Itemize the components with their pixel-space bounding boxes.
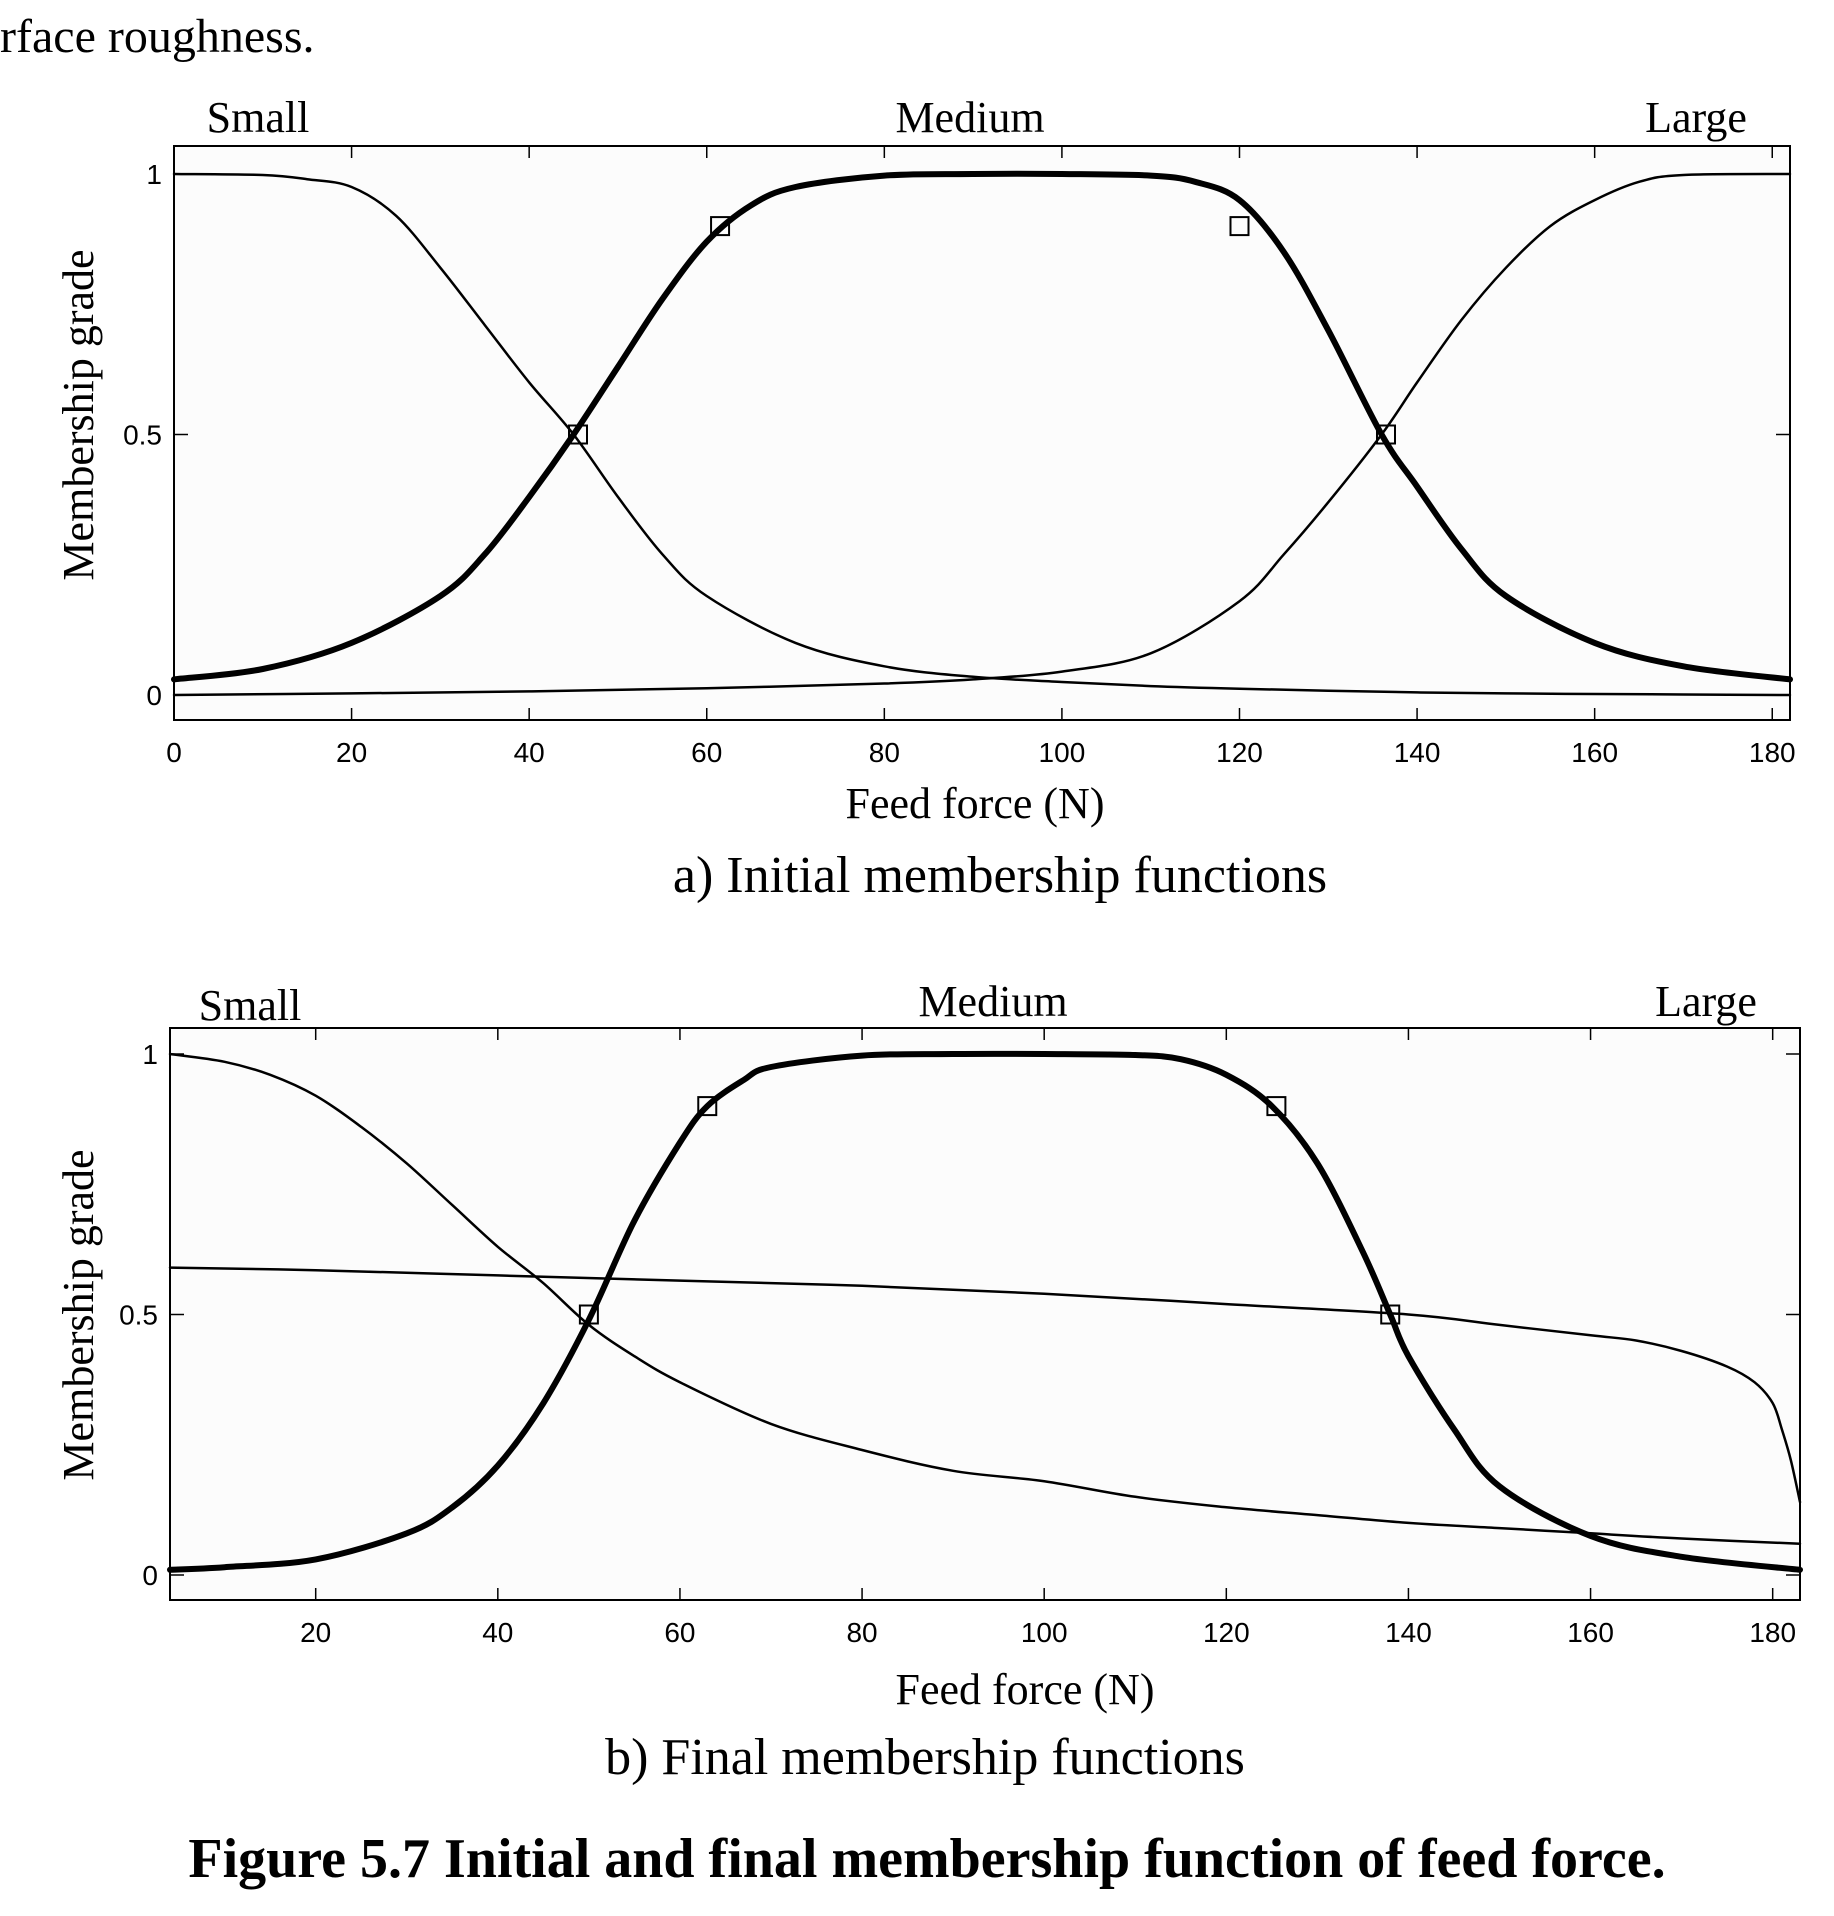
y-tick-label: 0 <box>146 680 162 711</box>
x-tick-label: 120 <box>1216 737 1263 768</box>
figure-caption: Figure 5.7 Initial and final membership … <box>188 1828 1665 1890</box>
intro-text: rface roughness. <box>0 10 315 63</box>
marker-square <box>1229 216 1250 237</box>
x-tick-label: 20 <box>336 737 367 768</box>
mf-label-medium: Medium <box>895 93 1044 142</box>
x-tick-label: 120 <box>1203 1617 1250 1648</box>
chart-final-membership: Small Medium Large Feed force (N) Member… <box>54 977 1803 1786</box>
mf-label-small: Small <box>199 981 302 1030</box>
x-tick-label: 40 <box>482 1617 513 1648</box>
marker-square <box>710 216 731 237</box>
y-tick-label: 1 <box>146 159 162 190</box>
y-axis-label: Membership grade <box>54 1149 103 1480</box>
subcaption-b: b) Final membership functions <box>605 1729 1245 1786</box>
x-tick-label: 80 <box>846 1617 877 1648</box>
marker-square <box>578 1304 599 1325</box>
x-tick-label: 60 <box>664 1617 695 1648</box>
x-tick-label: 40 <box>514 737 545 768</box>
marker-square <box>1376 424 1396 445</box>
chart-initial-membership: Small Medium Large Feed force (N) Member… <box>54 93 1796 904</box>
marker-square <box>568 424 588 445</box>
x-tick-label: 100 <box>1021 1617 1068 1648</box>
y-tick-label: 0.5 <box>119 1300 158 1331</box>
mf-label-medium: Medium <box>918 977 1067 1026</box>
x-axis-label: Feed force (N) <box>896 1665 1155 1714</box>
marker-square <box>697 1096 718 1117</box>
x-tick-label: 140 <box>1394 737 1441 768</box>
x-tick-label: 20 <box>300 1617 331 1648</box>
x-tick-label: 60 <box>691 737 722 768</box>
series-line-small <box>172 172 1792 697</box>
y-axis-label: Membership grade <box>54 249 103 580</box>
mf-label-large: Large <box>1655 977 1757 1026</box>
x-axis-label: Feed force (N) <box>846 779 1105 828</box>
x-tick-label: 0 <box>166 737 182 768</box>
x-tick-label: 100 <box>1039 737 1086 768</box>
x-tick-label: 140 <box>1385 1617 1432 1648</box>
marker-square <box>1380 1304 1401 1325</box>
subcaption-a: a) Initial membership functions <box>673 847 1327 904</box>
y-tick-label: 0.5 <box>123 420 162 451</box>
y-tick-label: 0 <box>142 1560 158 1591</box>
x-tick-label: 180 <box>1749 737 1796 768</box>
series-line-large <box>172 172 1792 697</box>
series-line-medium <box>171 170 1793 683</box>
plot-area <box>173 145 1791 721</box>
plot-area <box>169 1027 1801 1601</box>
series-line-medium <box>167 1050 1803 1573</box>
x-tick-label: 180 <box>1749 1617 1796 1648</box>
x-tick-label: 160 <box>1571 737 1618 768</box>
marker-square <box>1266 1096 1287 1117</box>
mf-label-large: Large <box>1645 93 1747 142</box>
mf-label-small: Small <box>207 93 310 142</box>
y-tick-label: 1 <box>142 1039 158 1070</box>
x-tick-label: 160 <box>1567 1617 1614 1648</box>
x-tick-label: 80 <box>869 737 900 768</box>
series-line-small <box>168 1052 1802 1545</box>
